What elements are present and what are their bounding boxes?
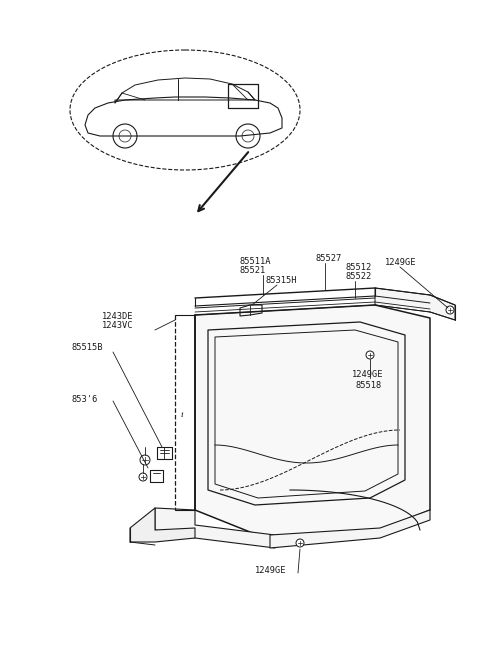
Polygon shape xyxy=(155,508,275,548)
Circle shape xyxy=(446,306,454,314)
Circle shape xyxy=(296,539,304,547)
Text: 85522: 85522 xyxy=(345,272,371,281)
Polygon shape xyxy=(270,510,430,548)
Text: 1243DE: 1243DE xyxy=(102,312,133,321)
Text: 85521: 85521 xyxy=(240,266,266,275)
Text: 85527: 85527 xyxy=(315,254,341,263)
Text: 85511A: 85511A xyxy=(240,257,272,266)
Text: 853'6: 853'6 xyxy=(72,395,98,404)
Text: 85518: 85518 xyxy=(355,381,381,390)
Polygon shape xyxy=(195,305,430,540)
Polygon shape xyxy=(130,508,195,542)
Circle shape xyxy=(140,455,150,465)
Text: 85515B: 85515B xyxy=(72,343,104,352)
Text: 85512: 85512 xyxy=(345,263,371,272)
Text: 85315H: 85315H xyxy=(265,276,297,285)
Polygon shape xyxy=(375,288,455,320)
Text: 1249GE: 1249GE xyxy=(352,370,384,379)
Text: i: i xyxy=(180,411,183,419)
Text: 1243VC: 1243VC xyxy=(102,321,133,330)
Text: 1249GE: 1249GE xyxy=(255,566,287,575)
Circle shape xyxy=(366,351,374,359)
Circle shape xyxy=(139,473,147,481)
Text: 1249GE: 1249GE xyxy=(385,258,417,267)
